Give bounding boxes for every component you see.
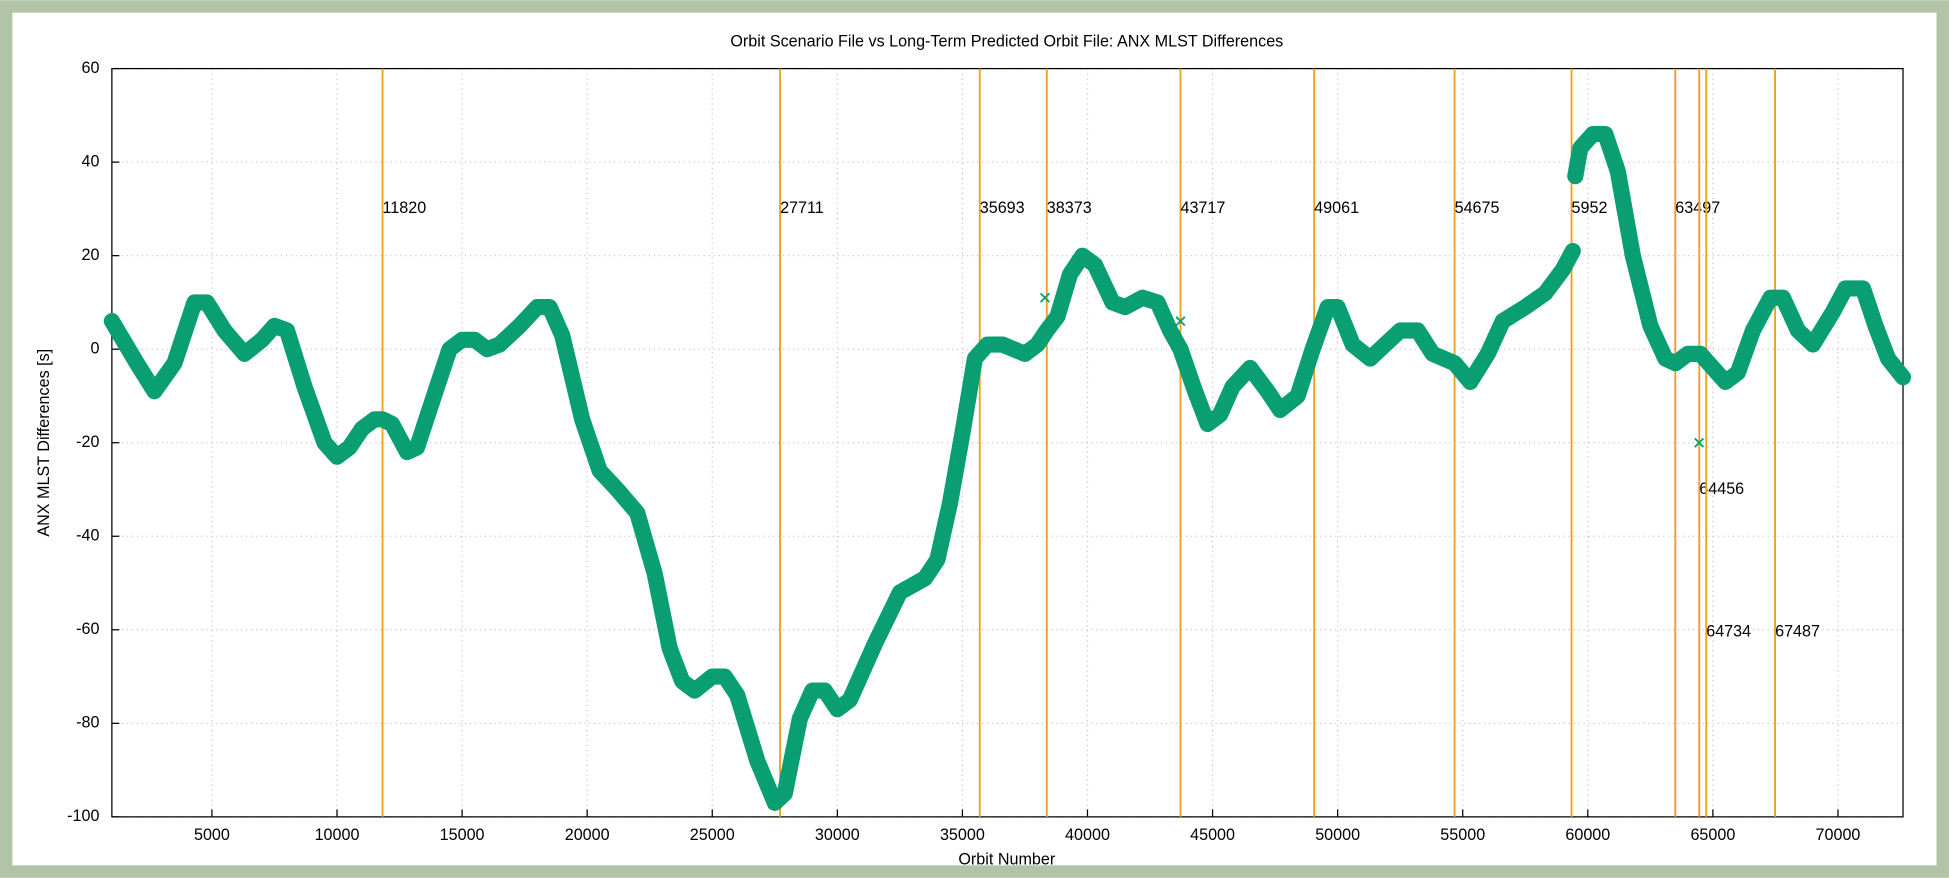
x-tick-label: 10000 xyxy=(315,826,360,844)
y-tick-label: -60 xyxy=(76,620,99,638)
x-tick-label: 45000 xyxy=(1190,826,1235,844)
x-tick-label: 35000 xyxy=(940,826,985,844)
outlier-point xyxy=(1694,437,1705,448)
event-label: 11820 xyxy=(383,199,427,217)
x-tick-label: 60000 xyxy=(1565,826,1610,844)
x-tick-label: 25000 xyxy=(690,826,735,844)
event-label: 38373 xyxy=(1047,199,1092,217)
y-axis-label: ANX MLST Differences [s] xyxy=(35,349,53,537)
event-label: 64456 xyxy=(1699,480,1744,498)
y-tick-label: 40 xyxy=(81,152,99,170)
event-label: 67487 xyxy=(1775,622,1820,640)
event-label: 49061 xyxy=(1314,199,1359,217)
x-tick-label: 30000 xyxy=(815,826,860,844)
event-label: 64734 xyxy=(1706,622,1751,640)
x-tick-label: 50000 xyxy=(1315,826,1360,844)
x-tick-label: 65000 xyxy=(1690,826,1735,844)
event-label: 27711 xyxy=(780,199,824,217)
x-tick-label: 15000 xyxy=(440,826,485,844)
y-tick-label: 60 xyxy=(81,59,99,77)
y-tick-label: -20 xyxy=(76,433,99,451)
event-label: 54675 xyxy=(1455,199,1500,217)
plot-border xyxy=(111,67,1904,818)
x-tick-label: 40000 xyxy=(1065,826,1110,844)
event-label: 63497 xyxy=(1675,199,1720,217)
y-tick-label: -80 xyxy=(76,714,99,732)
outlier-point xyxy=(1039,292,1050,303)
x-tick-label: 55000 xyxy=(1440,826,1485,844)
x-tick-label: 5000 xyxy=(194,826,230,844)
y-tick-label: 0 xyxy=(90,339,99,357)
y-tick-label: -100 xyxy=(67,807,99,825)
y-tick-label: 20 xyxy=(81,246,99,264)
x-tick-label: 20000 xyxy=(565,826,610,844)
chart-title: Orbit Scenario File vs Long-Term Predict… xyxy=(730,33,1283,51)
x-axis-label: Orbit Number xyxy=(958,851,1055,869)
event-label: 35693 xyxy=(980,199,1025,217)
data-line xyxy=(103,125,1912,811)
event-label: 5952 xyxy=(1572,199,1608,217)
outlier-point xyxy=(1175,316,1186,327)
x-tick-label: 70000 xyxy=(1816,826,1861,844)
event-label: 43717 xyxy=(1180,199,1225,217)
y-tick-label: -40 xyxy=(76,527,99,545)
